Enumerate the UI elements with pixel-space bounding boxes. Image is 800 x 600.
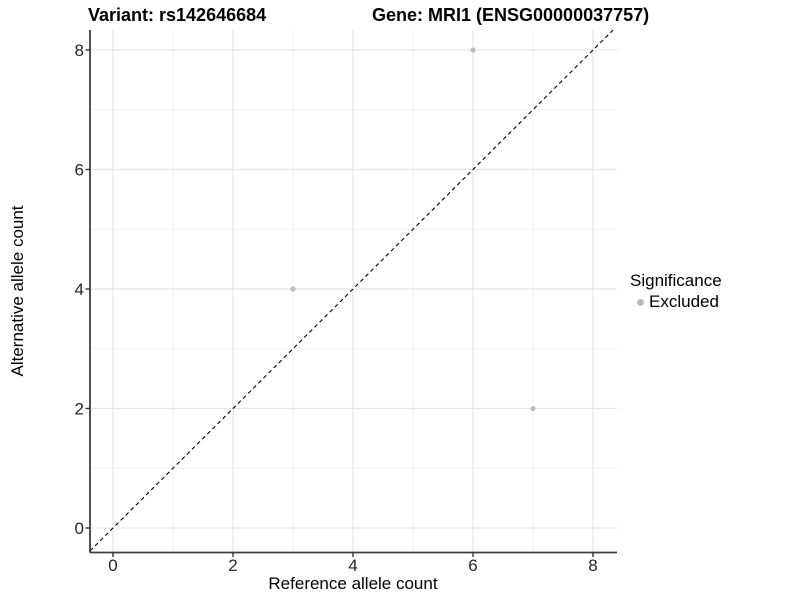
y-tick-label: 2 [75, 400, 84, 419]
gene-title: Gene: MRI1 (ENSG00000037757) [372, 5, 650, 25]
data-point [290, 286, 296, 292]
data-point [530, 405, 536, 412]
tick-marks [85, 49, 594, 557]
data-points [290, 47, 536, 412]
x-axis-title: Reference allele count [268, 574, 437, 593]
y-tick-label: 4 [75, 280, 84, 299]
data-point [470, 47, 476, 53]
x-tick-label: 8 [588, 556, 597, 575]
tick-labels: 0 2 4 6 8 0 2 4 6 8 [75, 41, 598, 575]
major-gridlines [90, 30, 617, 553]
legend-item-excluded: Excluded [630, 292, 722, 312]
y-tick-label: 8 [75, 41, 84, 60]
x-tick-label: 2 [228, 556, 237, 575]
variant-title: Variant: rs142646684 [88, 5, 267, 25]
x-tick-label: 6 [468, 556, 477, 575]
x-tick-label: 0 [108, 556, 117, 575]
legend: Significance Excluded [630, 270, 722, 312]
identity-line [89, 29, 614, 552]
legend-point-icon [637, 298, 644, 306]
identity-reference-line [89, 29, 614, 552]
legend-item-label: Excluded [649, 292, 719, 311]
legend-title: Significance [630, 271, 722, 290]
y-axis-title: Alternative allele count [8, 205, 27, 376]
x-tick-label: 4 [348, 556, 357, 575]
y-tick-label: 6 [75, 161, 84, 180]
y-tick-label: 0 [75, 519, 84, 538]
